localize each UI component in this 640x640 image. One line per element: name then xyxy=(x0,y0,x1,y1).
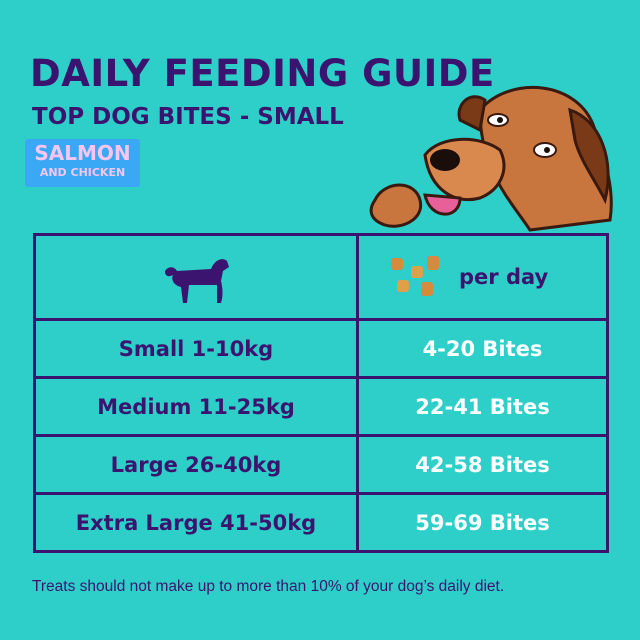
per-day-label: per day xyxy=(459,265,549,289)
feeding-table: per day Small 1-10kg 4-20 Bites Medium 1… xyxy=(33,233,609,553)
row-divider xyxy=(36,376,606,379)
footer-note: Treats should not make up to more than 1… xyxy=(32,578,505,595)
row-divider xyxy=(36,318,606,321)
per-day-header: per day xyxy=(359,236,606,318)
row-divider xyxy=(36,434,606,437)
column-divider xyxy=(356,236,359,550)
dog-silhouette-icon xyxy=(165,259,229,303)
row-divider xyxy=(36,492,606,495)
size-cell: Medium 11-25kg xyxy=(97,394,295,419)
amount-cell: 4-20 Bites xyxy=(422,336,543,361)
flavor-badge-line1: SALMON xyxy=(34,141,131,165)
product-subtitle: TOP DOG BITES - SMALL xyxy=(32,104,344,130)
size-cell: Extra Large 41-50kg xyxy=(75,510,317,535)
amount-cell: 22-41 Bites xyxy=(415,394,550,419)
size-cell: Large 26-40kg xyxy=(110,452,282,477)
dog-bites-icon xyxy=(391,256,439,296)
dog-illustration-icon xyxy=(369,86,613,232)
amount-cell: 42-58 Bites xyxy=(415,452,550,477)
size-cell: Small 1-10kg xyxy=(118,336,274,361)
flavor-badge-line2: AND CHICKEN xyxy=(39,166,126,179)
amount-cell: 59-69 Bites xyxy=(415,510,550,535)
page-title: DAILY FEEDING GUIDE xyxy=(30,52,495,95)
flavor-badge: SALMON AND CHICKEN xyxy=(25,139,140,187)
dog-size-header xyxy=(36,236,356,318)
